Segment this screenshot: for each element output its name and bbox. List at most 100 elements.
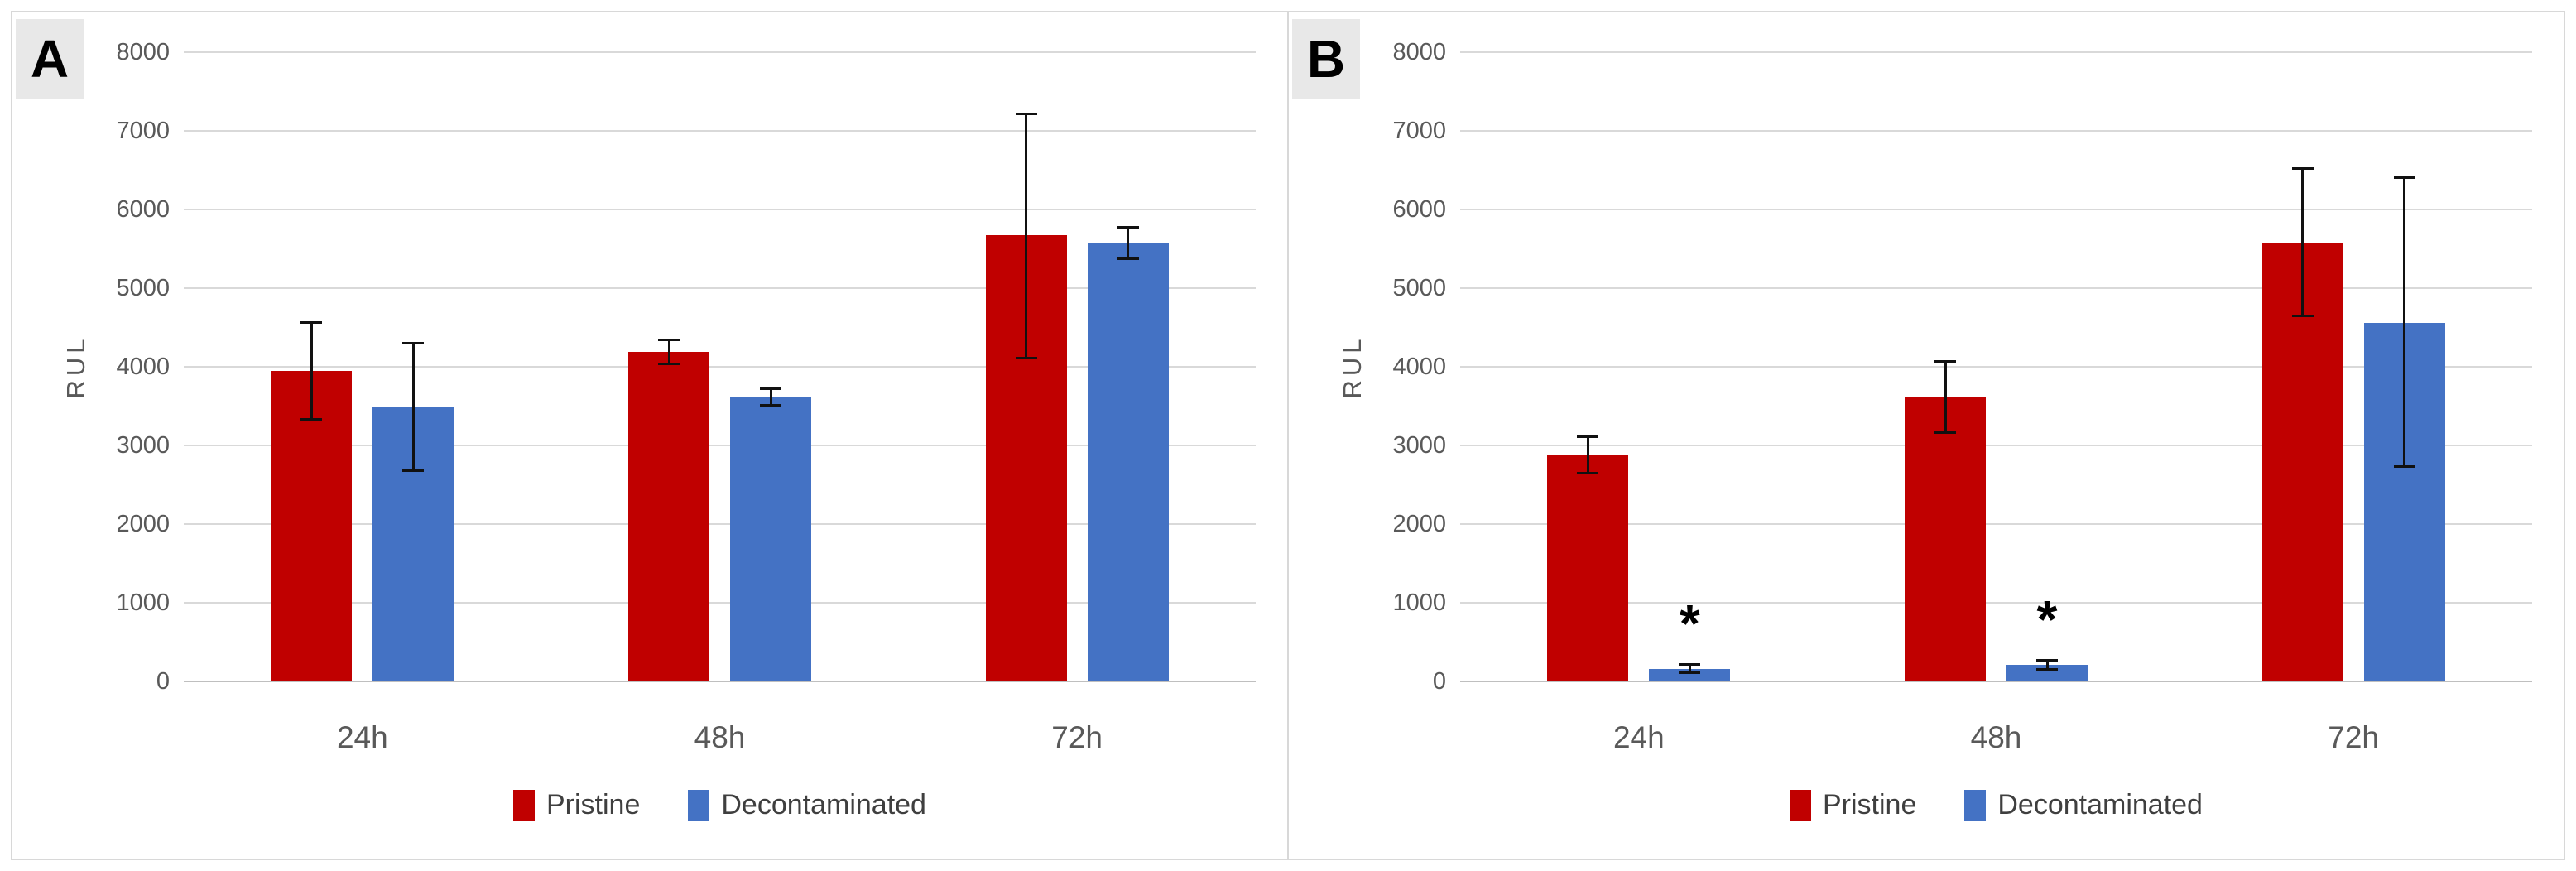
panel-label: B: [1292, 19, 1360, 99]
gridline-6000: [184, 209, 1256, 210]
gridline-5000: [1460, 287, 2532, 289]
legend-item-pristine: Pristine: [513, 789, 640, 821]
y-tick-4000: 4000: [116, 354, 170, 380]
error-bar-whisker: [1688, 666, 1691, 671]
y-tick-4000: 4000: [1392, 354, 1446, 380]
gridline-8000: [184, 51, 1256, 53]
legend-swatch-pristine: [1790, 789, 1811, 821]
bar-pristine-48h: [628, 351, 709, 681]
bar-decontaminated-24h: [1649, 668, 1731, 681]
legend-label: Decontaminated: [721, 789, 926, 820]
bar-decontaminated-48h: [2006, 665, 2088, 681]
error-bar-decontaminated-48h: [2036, 658, 2058, 671]
y-tick-0: 0: [1432, 668, 1446, 695]
bar-decontaminated-48h: [730, 397, 811, 681]
gridline-4000: [1460, 366, 2532, 368]
bar-decontaminated-72h: [1087, 243, 1169, 681]
y-tick-1000: 1000: [116, 589, 170, 616]
legend: Pristine Decontaminated: [184, 789, 1256, 821]
gridline-1000: [1460, 602, 2532, 604]
plot-area: * *: [1460, 51, 2532, 682]
error-bar-pristine-72h: [1015, 113, 1037, 359]
legend: Pristine Decontaminated: [1460, 789, 2532, 821]
legend-item-decontaminated: Decontaminated: [688, 789, 926, 821]
bar-pristine-24h: [1547, 455, 1629, 681]
y-tick-7000: 7000: [116, 118, 170, 144]
legend-label: Pristine: [546, 789, 641, 820]
y-tick-2000: 2000: [1392, 511, 1446, 537]
y-tick-1000: 1000: [1392, 589, 1446, 616]
chart-panel-b: B * * 8000 7000 6000 5000 4000 3000 2000 1000 0 RUL 2…: [1287, 12, 2564, 859]
gridline-8000: [1460, 51, 2532, 53]
error-bar-pristine-72h: [2291, 166, 2314, 318]
error-bar-whisker: [1944, 363, 1947, 431]
error-bar-whisker: [2301, 169, 2304, 315]
y-tick-6000: 6000: [116, 196, 170, 223]
bar-pristine-48h: [1905, 397, 1986, 681]
significance-asterisk-48h: *: [2036, 589, 2058, 649]
y-tick-6000: 6000: [1392, 196, 1446, 223]
legend-item-decontaminated: Decontaminated: [1964, 789, 2203, 821]
error-bar-pristine-48h: [658, 338, 680, 366]
y-tick-7000: 7000: [1392, 118, 1446, 144]
error-bar-pristine-24h: [1577, 435, 1599, 475]
figure-frame: A 8000 7000 6000 5000 4000 3000 2000 1000 0 RUL 24h…: [11, 11, 2565, 860]
x-category-label-48h: 48h: [694, 720, 746, 754]
legend-swatch-pristine: [513, 789, 535, 821]
gridline-3000: [1460, 445, 2532, 446]
error-bar-whisker: [667, 340, 670, 363]
y-tick-8000: 8000: [116, 39, 170, 65]
gridline-3000: [184, 445, 1256, 446]
error-bar-whisker: [769, 389, 772, 404]
error-bar-whisker: [1025, 115, 1028, 357]
y-tick-0: 0: [156, 668, 170, 695]
gridline-2000: [1460, 523, 2532, 525]
y-tick-2000: 2000: [116, 511, 170, 537]
x-category-label-24h: 24h: [336, 720, 388, 754]
legend-swatch-decontaminated: [688, 789, 710, 821]
y-tick-8000: 8000: [1392, 39, 1446, 65]
error-bar-pristine-24h: [300, 320, 323, 421]
gridline-4000: [184, 366, 1256, 368]
x-category-label-48h: 48h: [1970, 720, 2022, 754]
gridline-2000: [184, 523, 1256, 525]
bar-pristine-24h: [271, 370, 353, 681]
legend-swatch-decontaminated: [1964, 789, 1987, 821]
error-bar-pristine-48h: [1934, 360, 1956, 434]
x-category-label-72h: 72h: [2328, 720, 2380, 754]
legend-item-pristine: Pristine: [1790, 789, 1916, 821]
x-category-label-72h: 72h: [1051, 720, 1103, 754]
x-category-label-24h: 24h: [1612, 720, 1665, 754]
gridline-6000: [1460, 209, 2532, 210]
panel-label: A: [16, 19, 84, 99]
legend-label: Pristine: [1823, 789, 1917, 820]
y-tick-5000: 5000: [116, 275, 170, 301]
gridline-7000: [184, 130, 1256, 132]
legend-label: Decontaminated: [1997, 789, 2203, 820]
error-bar-whisker: [2403, 179, 2406, 465]
gridline-0: [1460, 681, 2532, 682]
significance-asterisk-24h: *: [1679, 594, 1700, 654]
error-bar-decontaminated-24h: [1679, 663, 1701, 674]
error-bar-whisker: [310, 323, 313, 418]
error-bar-decontaminated-24h: [402, 341, 425, 473]
error-bar-whisker: [1127, 228, 1130, 257]
error-bar-decontaminated-72h: [2393, 176, 2415, 468]
chart-panel-a: A 8000 7000 6000 5000 4000 3000 2000 1000 0 RUL 24h…: [12, 12, 1287, 859]
y-tick-3000: 3000: [1392, 432, 1446, 459]
gridline-1000: [184, 602, 1256, 604]
gridline-0: [184, 681, 1256, 682]
error-bar-decontaminated-48h: [760, 387, 781, 407]
error-bar-whisker: [411, 344, 415, 470]
gridline-5000: [184, 287, 1256, 289]
error-bar-whisker: [2045, 661, 2049, 668]
error-bar-decontaminated-72h: [1117, 225, 1139, 260]
y-axis-title: RUL: [1338, 334, 1367, 399]
plot-area: [184, 51, 1256, 682]
y-tick-3000: 3000: [116, 432, 170, 459]
y-axis-title: RUL: [61, 334, 90, 399]
y-tick-5000: 5000: [1392, 275, 1446, 301]
gridline-7000: [1460, 130, 2532, 132]
error-bar-whisker: [1586, 437, 1589, 473]
